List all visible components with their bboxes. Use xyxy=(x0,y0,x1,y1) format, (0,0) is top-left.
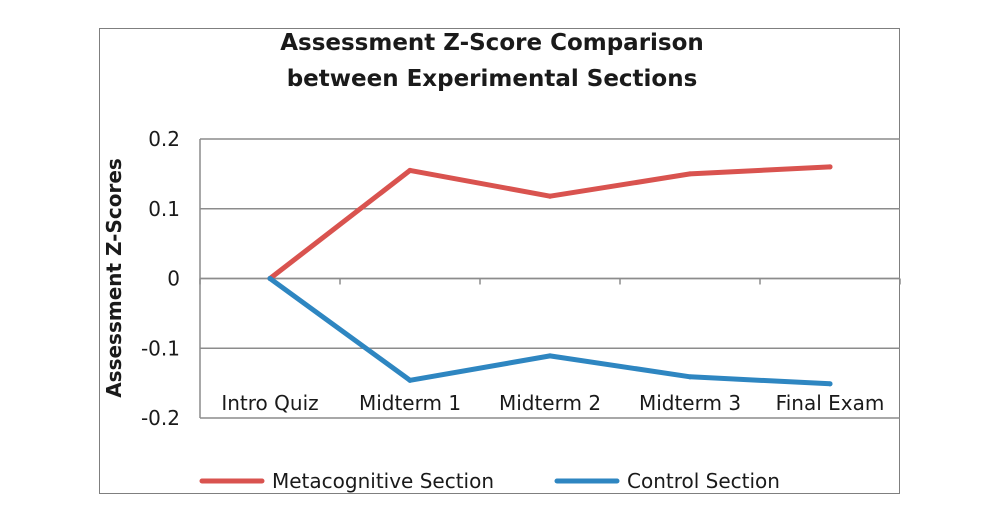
legend-label: Control Section xyxy=(627,469,780,493)
chart-frame xyxy=(99,28,900,494)
data-point xyxy=(547,353,553,359)
data-point xyxy=(827,381,833,387)
series-lines xyxy=(267,164,833,387)
x-tick-label: Final Exam xyxy=(776,391,885,415)
x-axis-ticks: Intro Quiz Midterm 1 Midterm 2 Midterm 3 Fin… xyxy=(221,391,884,415)
x-tick-label: Midterm 1 xyxy=(359,391,461,415)
y-tick-label: 0.2 xyxy=(148,127,180,151)
y-axis-title: Assessment Z-Scores xyxy=(102,158,126,398)
y-tick-label: -0.2 xyxy=(141,406,180,430)
data-point xyxy=(407,167,413,173)
y-tick-label: 0.1 xyxy=(148,197,180,221)
data-point xyxy=(547,193,553,199)
series-line-0 xyxy=(267,164,833,281)
x-tick-label: Midterm 3 xyxy=(639,391,741,415)
data-point xyxy=(267,276,273,281)
chart-title: Assessment Z-Score Comparison between Ex… xyxy=(280,30,704,92)
series-line-1 xyxy=(267,276,833,387)
y-tick-label: 0 xyxy=(167,267,180,291)
legend: Metacognitive Section Control Section xyxy=(199,469,780,493)
gridlines xyxy=(199,138,901,419)
chart-title-line-1: Assessment Z-Score Comparison xyxy=(280,30,704,56)
legend-label: Metacognitive Section xyxy=(272,469,494,493)
data-point xyxy=(407,377,413,383)
chart-title-line-2: between Experimental Sections xyxy=(287,66,698,92)
data-point xyxy=(687,374,693,380)
y-tick-label: -0.1 xyxy=(141,336,180,360)
data-point xyxy=(827,164,833,170)
y-axis-ticks: 0.2 0.1 0 -0.1 -0.2 xyxy=(141,127,180,430)
data-point xyxy=(687,171,693,177)
x-tick-label: Midterm 2 xyxy=(499,391,601,415)
x-tick-label: Intro Quiz xyxy=(221,391,318,415)
